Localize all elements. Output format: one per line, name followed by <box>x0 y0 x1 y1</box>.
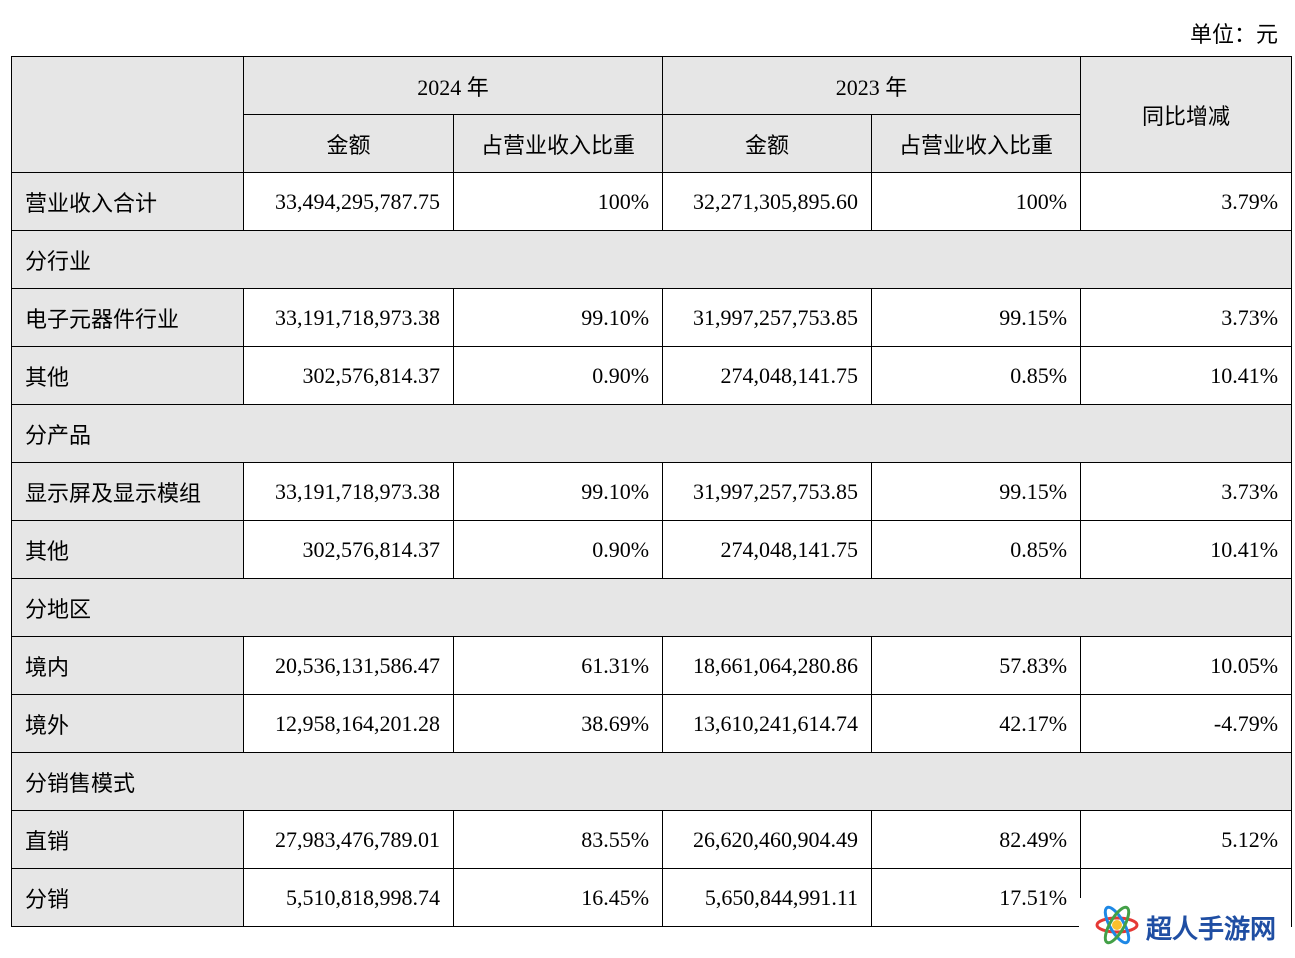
amount-2024-cell: 33,191,718,973.38 <box>243 462 454 521</box>
yoy-cell: 10.05% <box>1080 636 1293 695</box>
row-label: 显示屏及显示模组 <box>11 462 244 521</box>
ratio-2024-cell: 100% <box>452 172 664 231</box>
yoy-cell: 3.79% <box>1080 172 1293 231</box>
table-row: 境外 12,958,164,201.28 38.69% 13,610,241,6… <box>11 694 1293 753</box>
ratio-2024-cell: 0.90% <box>452 346 664 405</box>
unit-label: 单位：元 <box>1189 22 1278 47</box>
ratio-2024-cell: 83.55% <box>452 810 664 869</box>
row-label: 境外 <box>11 694 244 753</box>
table-row: 显示屏及显示模组 33,191,718,973.38 99.10% 31,997… <box>11 462 1293 521</box>
amount-2023-cell: 31,997,257,753.85 <box>662 462 873 521</box>
section-row-region: 分地区 <box>10 578 1293 637</box>
watermark-text: 超人手游网 <box>1145 914 1276 945</box>
table-row: 直销 27,983,476,789.01 83.55% 26,620,460,9… <box>11 810 1293 869</box>
amount-2023-cell: 13,610,241,614.74 <box>662 694 873 753</box>
row-label: 其他 <box>11 346 244 405</box>
amount-2024-cell: 302,576,814.37 <box>243 520 454 579</box>
amount-2024-cell: 33,494,295,787.75 <box>243 172 454 231</box>
row-label: 境内 <box>11 636 244 695</box>
watermark: 超人手游网 <box>1079 898 1291 956</box>
header-yoy: 同比增减 <box>1080 56 1293 173</box>
yoy-cell: 3.73% <box>1080 462 1293 521</box>
amount-2023-cell: 18,661,064,280.86 <box>662 636 873 695</box>
amount-2024-cell: 302,576,814.37 <box>243 346 454 405</box>
header-ratio-2023: 占营业收入比重 <box>871 114 1082 173</box>
ratio-2023-cell: 0.85% <box>871 346 1082 405</box>
header-amount-2024: 金额 <box>243 114 454 173</box>
section-title: 分销售模式 <box>10 752 1293 811</box>
header-row-subcolumns: 金额 占营业收入比重 金额 占营业收入比重 <box>12 114 1292 173</box>
ratio-2023-cell: 99.15% <box>871 462 1082 521</box>
ratio-2024-cell: 16.45% <box>452 868 664 927</box>
ratio-2023-cell: 42.17% <box>871 694 1082 753</box>
header-row-years: 2024 年 2023 年 同比增减 <box>11 56 1293 173</box>
revenue-breakdown-table: 2024 年 2023 年 同比增减 金额 占营业收入比重 金额 占营业收入比重… <box>10 56 1293 927</box>
amount-2024-cell: 33,191,718,973.38 <box>243 288 454 347</box>
section-row-sales-mode: 分销售模式 <box>10 752 1293 811</box>
ratio-2023-cell: 99.15% <box>871 288 1082 347</box>
header-year-2023: 2023 年 <box>662 56 1082 115</box>
table-row: 电子元器件行业 33,191,718,973.38 99.10% 31,997,… <box>11 288 1293 347</box>
ratio-2023-cell: 17.51% <box>871 868 1082 927</box>
ratio-2023-cell: 100% <box>871 172 1082 231</box>
header-amount-2023: 金额 <box>662 114 873 173</box>
atom-logo-icon <box>1094 902 1140 953</box>
total-row: 营业收入合计 33,494,295,787.75 100% 32,271,305… <box>11 172 1293 231</box>
ratio-2024-cell: 61.31% <box>452 636 664 695</box>
table-row: 其他 302,576,814.37 0.90% 274,048,141.75 0… <box>11 520 1293 579</box>
amount-2023-cell: 32,271,305,895.60 <box>662 172 873 231</box>
row-label: 直销 <box>11 810 244 869</box>
amount-2023-cell: 31,997,257,753.85 <box>662 288 873 347</box>
yoy-cell: 3.73% <box>1080 288 1293 347</box>
amount-2023-cell: 26,620,460,904.49 <box>662 810 873 869</box>
amount-2024-cell: 12,958,164,201.28 <box>243 694 454 753</box>
ratio-2023-cell: 0.85% <box>871 520 1082 579</box>
section-title: 分地区 <box>10 578 1293 637</box>
ratio-2024-cell: 0.90% <box>452 520 664 579</box>
row-label: 分销 <box>11 868 244 927</box>
row-label: 营业收入合计 <box>11 172 244 231</box>
ratio-2023-cell: 57.83% <box>871 636 1082 695</box>
yoy-cell: 5.12% <box>1080 810 1293 869</box>
amount-2023-cell: 5,650,844,991.11 <box>662 868 873 927</box>
ratio-2024-cell: 99.10% <box>452 462 664 521</box>
section-title: 分行业 <box>10 230 1293 289</box>
yoy-cell: 10.41% <box>1080 346 1293 405</box>
section-row-industry: 分行业 <box>10 230 1293 289</box>
section-title: 分产品 <box>10 404 1293 463</box>
header-year-2024: 2024 年 <box>242 56 664 115</box>
ratio-2024-cell: 38.69% <box>452 694 664 753</box>
header-ratio-2024: 占营业收入比重 <box>452 114 664 173</box>
amount-2024-cell: 5,510,818,998.74 <box>243 868 454 927</box>
ratio-2024-cell: 99.10% <box>452 288 664 347</box>
header-empty-cell <box>11 56 244 173</box>
row-label: 电子元器件行业 <box>11 288 244 347</box>
table-row: 其他 302,576,814.37 0.90% 274,048,141.75 0… <box>11 346 1293 405</box>
yoy-cell: -4.79% <box>1080 694 1293 753</box>
amount-2024-cell: 20,536,131,586.47 <box>243 636 454 695</box>
yoy-cell: 10.41% <box>1080 520 1293 579</box>
table-row: 境内 20,536,131,586.47 61.31% 18,661,064,2… <box>11 636 1293 695</box>
amount-2023-cell: 274,048,141.75 <box>662 520 873 579</box>
row-label: 其他 <box>11 520 244 579</box>
amount-2024-cell: 27,983,476,789.01 <box>243 810 454 869</box>
amount-2023-cell: 274,048,141.75 <box>662 346 873 405</box>
section-row-product: 分产品 <box>10 404 1293 463</box>
ratio-2023-cell: 82.49% <box>871 810 1082 869</box>
